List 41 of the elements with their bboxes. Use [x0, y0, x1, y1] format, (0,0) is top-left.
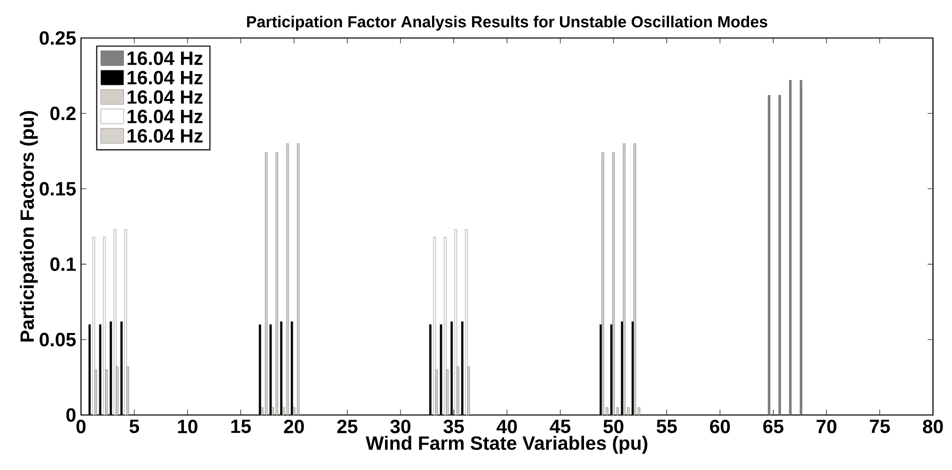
x-tick-label: 65 — [763, 420, 784, 434]
bar — [800, 80, 802, 415]
y-axis-title: Participation Factors (pu) — [20, 111, 38, 342]
x-tick-label: 20 — [284, 420, 304, 434]
bar — [789, 80, 792, 415]
x-tick-label: 55 — [656, 420, 677, 434]
y-tick-label: 0.2 — [50, 106, 76, 120]
x-tick-label: 80 — [922, 420, 943, 434]
x-axis-title: Wind Farm State Variables (pu) — [366, 436, 648, 454]
y-tick-label: 0.05 — [40, 332, 76, 346]
bar — [768, 95, 770, 415]
x-tick-label: 15 — [231, 420, 251, 434]
y-tick-label: 0.25 — [40, 31, 76, 45]
x-tick-label: 60 — [710, 420, 730, 434]
y-tick-label: 0 — [66, 408, 76, 422]
x-tick-label: 70 — [816, 420, 836, 434]
x-tick-label: 10 — [178, 420, 198, 434]
bar — [465, 229, 468, 415]
legend-label: 16.04 Hz — [128, 90, 203, 104]
bar — [103, 236, 106, 415]
bar — [92, 236, 95, 415]
legend-label: 16.04 Hz — [128, 110, 203, 124]
x-tick-label: 30 — [390, 420, 410, 434]
bar — [433, 236, 436, 415]
x-tick-label: 5 — [130, 420, 140, 434]
x-tick-label: 75 — [870, 420, 890, 434]
x-tick-label: 25 — [337, 420, 358, 434]
chart-title: Participation Factor Analysis Results for Unstable Oscillation Modes — [247, 16, 768, 31]
x-tick-label: 40 — [496, 420, 517, 434]
y-tick-label: 0.1 — [50, 257, 76, 271]
bar — [454, 229, 458, 415]
legend-label: 16.04 Hz — [128, 51, 203, 66]
bar — [778, 95, 781, 415]
x-tick-label: 35 — [444, 420, 464, 434]
legend-label: 16.04 Hz — [128, 129, 203, 143]
legend-label: 16.04 Hz — [128, 70, 203, 84]
x-tick-label: 0 — [76, 420, 86, 434]
x-tick-label: 45 — [550, 420, 570, 434]
bar — [114, 229, 116, 415]
x-tick-label: 50 — [603, 420, 624, 434]
y-tick-label: 0.15 — [40, 182, 76, 196]
